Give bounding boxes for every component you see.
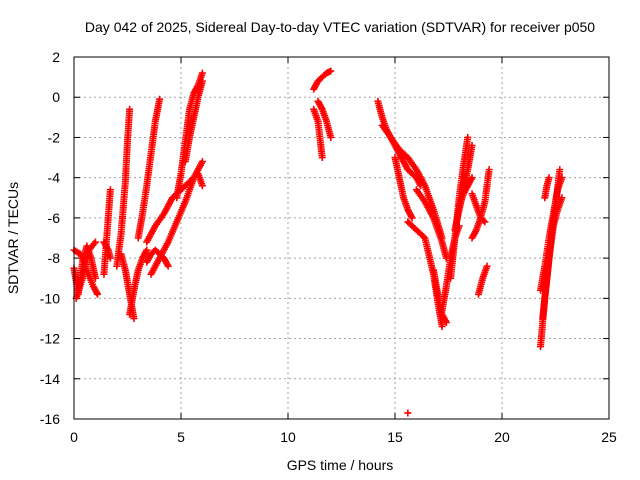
y-axis-label: SDTVAR / TECUs — [5, 182, 21, 294]
data-point — [143, 246, 151, 254]
data-point — [198, 77, 206, 85]
chart-title: Day 042 of 2025, Sidereal Day-to-day VTE… — [85, 19, 595, 35]
y-tick-label: -2 — [48, 129, 61, 145]
data-point — [94, 290, 102, 298]
data-point — [91, 238, 99, 246]
data-point — [545, 174, 553, 182]
x-axis-label: GPS time / hours — [287, 457, 394, 473]
data-point — [198, 69, 206, 77]
data-point — [464, 133, 472, 141]
plot-frame — [73, 56, 610, 420]
y-tick-label: -12 — [40, 331, 60, 347]
y-tick-label: 2 — [52, 49, 60, 65]
x-tick-label: 10 — [280, 429, 296, 445]
data-point — [408, 214, 416, 222]
y-tick-label: -16 — [40, 411, 60, 427]
data-point — [198, 182, 206, 190]
data-point — [327, 133, 335, 141]
data-point — [164, 262, 172, 270]
data-point — [442, 318, 450, 326]
data-point — [156, 95, 164, 103]
x-tick-label: 0 — [70, 429, 78, 445]
data-point — [106, 186, 114, 194]
x-tick-label: 15 — [387, 429, 403, 445]
y-tick-label: -6 — [48, 210, 61, 226]
data-point — [468, 141, 476, 149]
x-tick-label: 5 — [177, 429, 185, 445]
data-point — [556, 166, 564, 174]
data-point — [485, 166, 493, 174]
x-tick-label: 25 — [601, 429, 617, 445]
y-tick-label: -10 — [40, 290, 60, 306]
y-tick-label: 0 — [52, 89, 60, 105]
y-tick-label: -8 — [48, 250, 61, 266]
data-point — [126, 105, 134, 113]
y-tick-label: -14 — [40, 371, 60, 387]
data-point — [130, 314, 138, 322]
data-point — [479, 217, 487, 225]
data-points — [70, 67, 566, 417]
data-point — [404, 409, 412, 417]
y-tick-label: -4 — [48, 170, 61, 186]
grid — [74, 57, 609, 419]
data-point — [438, 322, 446, 330]
data-point — [483, 262, 491, 270]
x-tick-label: 20 — [494, 429, 510, 445]
data-point — [318, 154, 326, 162]
data-point — [198, 158, 206, 166]
data-point — [106, 254, 114, 262]
data-point — [468, 174, 476, 182]
data-point — [481, 218, 489, 226]
data-point — [327, 67, 335, 75]
